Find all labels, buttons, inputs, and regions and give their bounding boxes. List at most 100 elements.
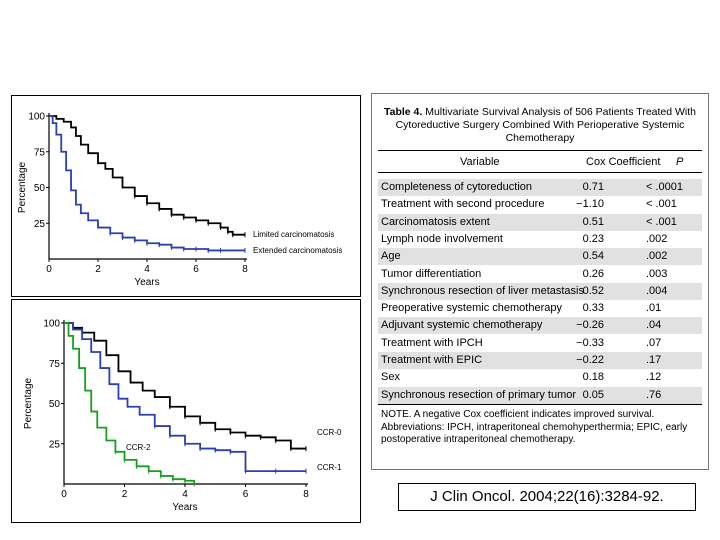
cell-cox-coefficient: −1.10	[576, 198, 604, 211]
header-variable: Variable	[460, 156, 500, 168]
cell-cox-coefficient: 0.33	[582, 302, 604, 315]
cell-variable: Carcinomatosis extent	[381, 215, 490, 228]
table-row: Synchronous resection of liver metastasi…	[378, 282, 702, 300]
cell-variable: Treatment with EPIC	[381, 354, 483, 366]
legend-label: Limited carcinomatosis	[253, 230, 334, 239]
table-row: Treatment with second procedure −1.10 < .0…	[378, 196, 702, 213]
cell-cox-coefficient: −0.26	[576, 319, 604, 332]
x-axis-label: Years	[134, 277, 159, 288]
y-tick-label: 100	[28, 112, 45, 123]
legend-label: Extended carcinomatosis	[253, 246, 342, 255]
cell-p-value: < .001	[646, 198, 677, 211]
table-row: Sex 0.18 .12	[378, 369, 702, 386]
y-axis-label: Percentage	[17, 161, 28, 213]
series-line-ccr-0	[64, 322, 306, 450]
cell-p-value: .004	[646, 284, 668, 297]
y-tick-label: 50	[34, 183, 46, 194]
table-note-text: NOTE. A negative Cox coefficient indicat…	[381, 409, 655, 420]
cell-cox-coefficient: 0.18	[582, 371, 604, 384]
x-tick-label: 6	[193, 264, 199, 275]
y-tick-label: 75	[49, 359, 61, 370]
table-row: Tumor differentiation 0.26 .003	[378, 266, 702, 283]
header-p: P	[676, 156, 684, 168]
ccr-chart-svg: 0 2 4 6 8 25 50 75 100 Years Percentage CCR-0 CCR-1 C…	[23, 319, 342, 514]
x-tick-label: 4	[182, 489, 188, 500]
table-row: Synchronous resection of primary tumor 0.…	[378, 386, 702, 404]
cell-variable: Preoperative systemic chemotherapy	[381, 302, 562, 315]
legend-label: CCR-2	[126, 443, 151, 452]
legend-label: CCR-1	[317, 463, 342, 472]
cell-variable: Age	[381, 250, 401, 263]
x-tick-label: 8	[242, 264, 248, 275]
table-title-label: Table 4.	[383, 106, 423, 118]
cell-cox-coefficient: −0.33	[576, 336, 604, 349]
x-tick-label: 0	[46, 264, 52, 275]
table-header-row: Variable Cox Coefficient P	[378, 154, 702, 170]
table-row: Preoperative systemic chemotherapy 0.33 .0…	[378, 300, 702, 317]
cell-p-value: .002	[646, 232, 668, 245]
survival-chart-ccr: 0 2 4 6 8 25 50 75 100 Years Percentage CCR-0 CCR-1 C…	[11, 299, 361, 523]
cell-cox-coefficient: −0.22	[576, 354, 604, 366]
table-row: Lymph node involvement 0.23 .002	[378, 231, 702, 248]
cell-p-value: < .001	[646, 215, 677, 228]
cell-p-value: .17	[646, 354, 662, 366]
cell-cox-coefficient: 0.05	[582, 388, 604, 401]
cell-p-value: .76	[646, 388, 662, 401]
cell-p-value: .002	[646, 250, 668, 263]
cell-variable: Synchronous resection of liver metastasi…	[381, 284, 584, 297]
y-tick-label: 25	[34, 219, 46, 230]
table-row: Treatment with EPIC −0.22 .17	[378, 352, 702, 369]
cell-p-value: .01	[646, 302, 662, 315]
table-note: NOTE. A negative Cox coefficient indicat…	[381, 409, 703, 447]
series-line-limited-carcinomatosis	[49, 115, 245, 236]
x-tick-label: 8	[303, 489, 309, 500]
table-abbreviations: Abbreviations: IPCH, intraperitoneal che…	[381, 421, 688, 446]
cell-cox-coefficient: 0.23	[582, 232, 604, 245]
table-bottom-rule	[378, 404, 702, 405]
x-axis-label: Years	[172, 502, 197, 513]
header-cox-coefficient: Cox Coefficient	[586, 156, 661, 168]
y-tick-label: 100	[43, 319, 60, 330]
x-tick-label: 2	[95, 264, 101, 275]
cell-variable: Adjuvant systemic chemotherapy	[381, 319, 543, 332]
cell-variable: Sex	[381, 371, 400, 384]
cell-cox-coefficient: 0.52	[582, 284, 604, 297]
cell-p-value: .12	[646, 371, 662, 384]
carcinomatosis-chart-svg: 0 2 4 6 8 25 50 75 100 Years Percentage Limited car…	[17, 112, 342, 289]
x-tick-label: 6	[243, 489, 249, 500]
table-row: Age 0.54 .002	[378, 248, 702, 266]
cell-variable: Treatment with IPCH	[381, 336, 483, 349]
cell-cox-coefficient: 0.71	[582, 181, 604, 193]
cell-p-value: .07	[646, 336, 662, 349]
cell-variable: Lymph node involvement	[381, 232, 503, 245]
series-line-ccr-1	[64, 322, 306, 473]
cell-variable: Completeness of cytoreduction	[381, 181, 533, 193]
cell-cox-coefficient: 0.26	[582, 267, 604, 280]
cell-variable: Treatment with second procedure	[381, 198, 545, 211]
cell-p-value: .04	[646, 319, 662, 332]
y-tick-label: 50	[49, 399, 61, 410]
x-tick-label: 0	[61, 489, 67, 500]
series-line-ccr-2	[64, 322, 195, 484]
table-header-rule	[378, 172, 702, 173]
cell-variable: Tumor differentiation	[381, 267, 482, 280]
series-line-extended-carcinomatosis	[49, 115, 245, 252]
cell-variable: Synchronous resection of primary tumor	[381, 388, 577, 401]
legend-label: CCR-0	[317, 428, 342, 437]
citation-box: J Clin Oncol. 2004;22(16):3284-92.	[398, 483, 696, 511]
y-tick-label: 25	[49, 439, 61, 450]
y-tick-label: 75	[34, 147, 46, 158]
y-axis-label: Percentage	[23, 377, 34, 429]
cell-p-value: < .0001	[646, 181, 684, 193]
survival-chart-carcinomatosis: 0 2 4 6 8 25 50 75 100 Years Percentage Limited car…	[11, 95, 361, 297]
table-row: Carcinomatosis extent 0.51 < .001	[378, 213, 702, 231]
table-row: Completeness of cytoreduction 0.71 < .0001	[378, 179, 702, 196]
cell-cox-coefficient: 0.54	[582, 250, 604, 263]
cell-p-value: .003	[646, 267, 668, 280]
table-row: Treatment with IPCH −0.33 .07	[378, 335, 702, 352]
table-title: Table 4. Multivariate Survival Analysis …	[378, 106, 702, 145]
x-tick-label: 2	[122, 489, 128, 500]
table-title-text: Multivariate Survival Analysis of 506 Pa…	[395, 106, 697, 144]
x-tick-label: 4	[144, 264, 150, 275]
table-4-panel: Table 4. Multivariate Survival Analysis …	[371, 93, 709, 470]
